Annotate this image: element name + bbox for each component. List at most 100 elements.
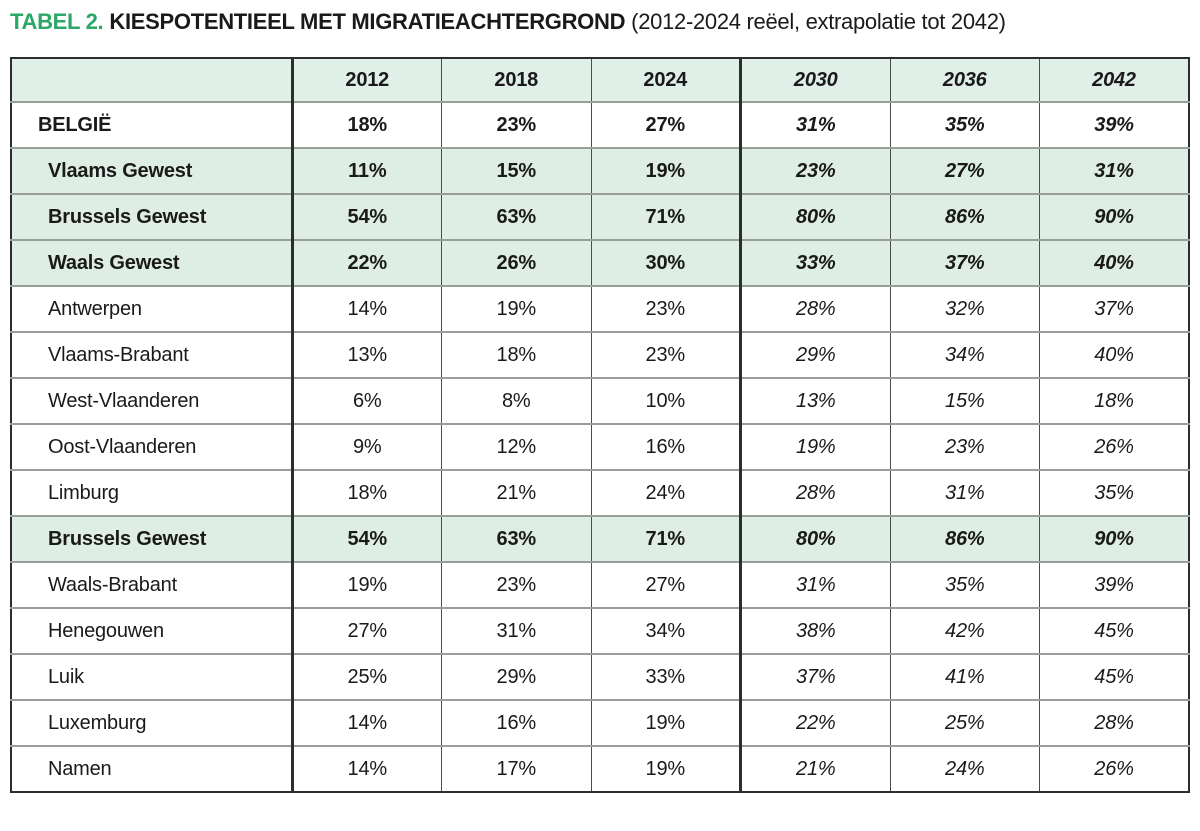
- value-cell-extrapolated: 22%: [739, 699, 890, 746]
- value-cell-real: 17%: [441, 745, 591, 792]
- table-row: Waals Gewest 22% 26% 30% 33% 37% 40%: [11, 239, 1189, 286]
- value-cell-extrapolated: 26%: [1039, 745, 1189, 792]
- row-label: Vlaams-Brabant: [11, 331, 292, 378]
- value-cell-real: 18%: [290, 101, 442, 148]
- value-cell-real: 34%: [590, 607, 741, 654]
- column-header-2024: 2024: [590, 58, 741, 102]
- table-heading: KIESPOTENTIEEL MET MIGRATIEACHTERGROND: [109, 9, 626, 34]
- value-cell-real: 27%: [590, 101, 741, 148]
- value-cell-real: 23%: [590, 285, 741, 332]
- value-cell-real: 30%: [590, 239, 741, 286]
- value-cell-extrapolated: 23%: [739, 147, 890, 194]
- value-cell-extrapolated: 80%: [739, 515, 890, 562]
- value-cell-real: 22%: [290, 239, 442, 286]
- column-header-2018: 2018: [441, 58, 591, 102]
- value-cell-extrapolated: 42%: [889, 607, 1040, 654]
- value-cell-extrapolated: 45%: [1039, 607, 1189, 654]
- row-label: Waals Gewest: [11, 239, 292, 286]
- column-header-2036: 2036: [889, 58, 1040, 102]
- table-row: Limburg 18% 21% 24% 28% 31% 35%: [11, 469, 1189, 516]
- value-cell-extrapolated: 31%: [739, 101, 890, 148]
- row-label: Henegouwen: [11, 607, 292, 654]
- value-cell-extrapolated: 24%: [889, 745, 1040, 792]
- value-cell-real: 27%: [290, 607, 442, 654]
- value-cell-real: 23%: [441, 101, 591, 148]
- value-cell-extrapolated: 15%: [889, 377, 1040, 424]
- value-cell-extrapolated: 41%: [889, 653, 1040, 700]
- row-label: Brussels Gewest: [11, 193, 292, 240]
- row-label: Antwerpen: [11, 285, 292, 332]
- value-cell-real: 33%: [590, 653, 741, 700]
- value-cell-extrapolated: 28%: [739, 285, 890, 332]
- value-cell-real: 16%: [590, 423, 741, 470]
- value-cell-extrapolated: 39%: [1039, 101, 1189, 148]
- table-row: Antwerpen 14% 19% 23% 28% 32% 37%: [11, 285, 1189, 332]
- table-row: Henegouwen 27% 31% 34% 38% 42% 45%: [11, 607, 1189, 654]
- row-label: Brussels Gewest: [11, 515, 292, 562]
- value-cell-real: 19%: [290, 561, 442, 608]
- value-cell-real: 21%: [441, 469, 591, 516]
- row-label: Waals-Brabant: [11, 561, 292, 608]
- value-cell-real: 16%: [441, 699, 591, 746]
- table-row: Vlaams Gewest 11% 15% 19% 23% 27% 31%: [11, 147, 1189, 194]
- value-cell-extrapolated: 35%: [889, 101, 1040, 148]
- row-label: West-Vlaanderen: [11, 377, 292, 424]
- column-header-empty: [11, 58, 292, 102]
- table-row: West-Vlaanderen 6% 8% 10% 13% 15% 18%: [11, 377, 1189, 424]
- value-cell-real: 54%: [290, 193, 442, 240]
- value-cell-extrapolated: 80%: [739, 193, 890, 240]
- header-row: 2012 2018 2024 2030 2036 2042: [11, 58, 1189, 102]
- value-cell-real: 31%: [441, 607, 591, 654]
- table-body: BELGIË 18% 23% 27% 31% 35% 39% Vlaams Gewest 11%…: [11, 101, 1189, 792]
- value-cell-real: 24%: [590, 469, 741, 516]
- table-row: Brussels Gewest 54% 63% 71% 80% 86% 90%: [11, 193, 1189, 240]
- data-table: 2012 2018 2024 2030 2036 2042 BELGIË 18% 2…: [10, 57, 1190, 793]
- value-cell-real: 23%: [590, 331, 741, 378]
- table-row: Brussels Gewest 54% 63% 71% 80% 86% 90%: [11, 515, 1189, 562]
- value-cell-real: 54%: [290, 515, 442, 562]
- row-label: BELGIË: [11, 101, 292, 148]
- value-cell-real: 9%: [290, 423, 442, 470]
- table-subtitle: (2012-2024 reëel, extrapolatie tot 2042): [631, 9, 1006, 34]
- value-cell-extrapolated: 90%: [1039, 193, 1189, 240]
- value-cell-extrapolated: 13%: [739, 377, 890, 424]
- value-cell-real: 63%: [441, 193, 591, 240]
- value-cell-real: 14%: [290, 285, 442, 332]
- value-cell-real: 23%: [441, 561, 591, 608]
- value-cell-extrapolated: 40%: [1039, 331, 1189, 378]
- value-cell-real: 8%: [441, 377, 591, 424]
- row-label: Luxemburg: [11, 699, 292, 746]
- column-header-2012: 2012: [290, 58, 442, 102]
- value-cell-extrapolated: 32%: [889, 285, 1040, 332]
- value-cell-real: 18%: [290, 469, 442, 516]
- value-cell-extrapolated: 25%: [889, 699, 1040, 746]
- value-cell-extrapolated: 28%: [739, 469, 890, 516]
- value-cell-extrapolated: 37%: [889, 239, 1040, 286]
- value-cell-real: 10%: [590, 377, 741, 424]
- value-cell-real: 12%: [441, 423, 591, 470]
- value-cell-extrapolated: 35%: [1039, 469, 1189, 516]
- value-cell-extrapolated: 34%: [889, 331, 1040, 378]
- table-row: Luik 25% 29% 33% 37% 41% 45%: [11, 653, 1189, 700]
- value-cell-real: 19%: [590, 745, 741, 792]
- value-cell-extrapolated: 31%: [739, 561, 890, 608]
- column-header-2042: 2042: [1039, 58, 1189, 102]
- value-cell-extrapolated: 39%: [1039, 561, 1189, 608]
- value-cell-extrapolated: 33%: [739, 239, 890, 286]
- value-cell-real: 19%: [590, 699, 741, 746]
- value-cell-extrapolated: 86%: [889, 193, 1040, 240]
- value-cell-real: 19%: [590, 147, 741, 194]
- value-cell-extrapolated: 27%: [889, 147, 1040, 194]
- value-cell-real: 63%: [441, 515, 591, 562]
- row-label: Limburg: [11, 469, 292, 516]
- row-label: Oost-Vlaanderen: [11, 423, 292, 470]
- value-cell-real: 71%: [590, 193, 741, 240]
- value-cell-extrapolated: 19%: [739, 423, 890, 470]
- value-cell-real: 15%: [441, 147, 591, 194]
- value-cell-extrapolated: 31%: [1039, 147, 1189, 194]
- value-cell-extrapolated: 45%: [1039, 653, 1189, 700]
- row-label: Luik: [11, 653, 292, 700]
- value-cell-extrapolated: 28%: [1039, 699, 1189, 746]
- value-cell-extrapolated: 86%: [889, 515, 1040, 562]
